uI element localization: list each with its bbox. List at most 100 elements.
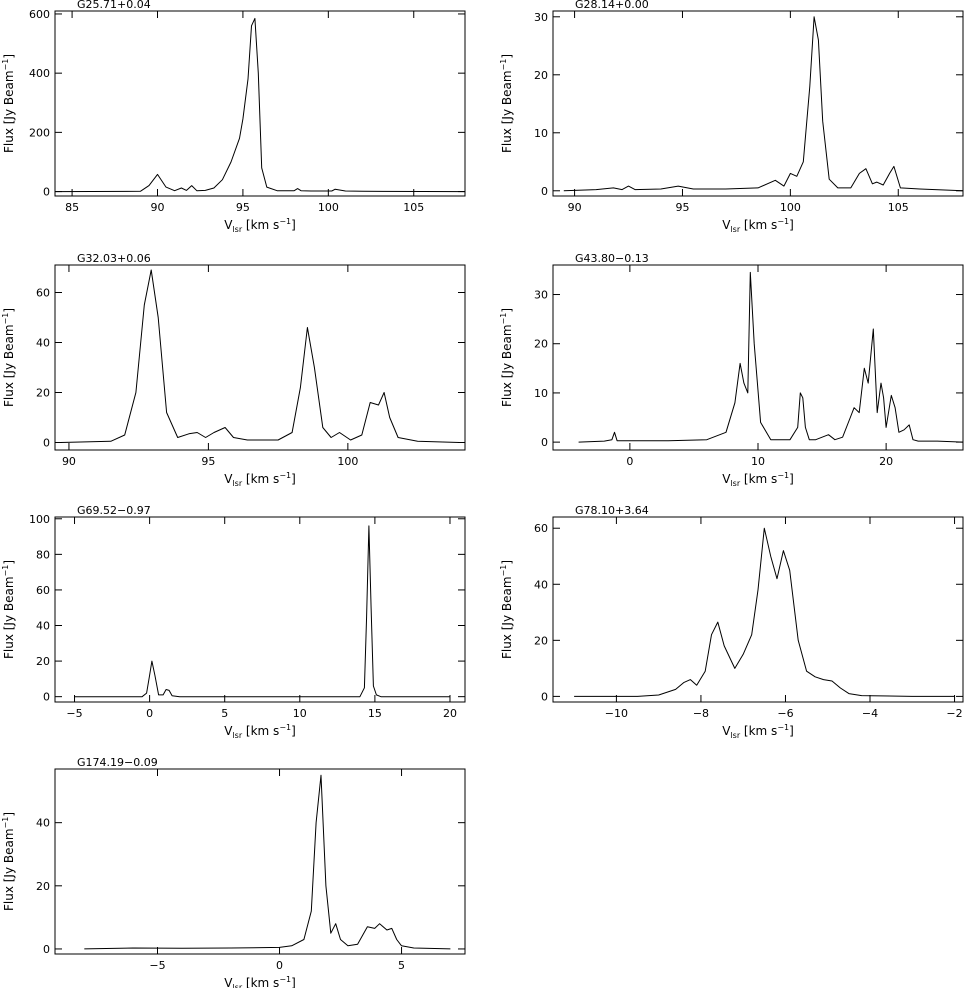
x-tick-label: −10 xyxy=(605,707,628,720)
y-axis-label-part: ] xyxy=(2,812,16,817)
y-tick-label: 20 xyxy=(36,387,50,400)
x-tick-label: 0 xyxy=(276,959,283,972)
y-tick-label: 30 xyxy=(534,289,548,302)
x-tick-label: −6 xyxy=(777,707,793,720)
x-axis-label-part: lsr xyxy=(232,479,242,488)
y-tick-label: 80 xyxy=(36,548,50,561)
x-axis-label-part: [km s xyxy=(740,472,777,486)
x-axis-label: Vlsr [km s−1] xyxy=(224,471,296,488)
y-tick-label: 0 xyxy=(541,690,548,703)
y-axis-label-part: ] xyxy=(500,560,514,565)
y-tick-label: 200 xyxy=(29,126,50,139)
y-tick-label: 60 xyxy=(534,522,548,535)
y-tick-label: 20 xyxy=(36,655,50,668)
y-axis-label-part: ] xyxy=(2,54,16,59)
y-axis-label: Flux [Jy Beam−1] xyxy=(1,54,16,153)
y-tick-label: 10 xyxy=(534,387,548,400)
x-tick-label: 5 xyxy=(398,959,405,972)
panel-title: G25.71+0.04 xyxy=(77,0,151,11)
y-axis-label: Flux [Jy Beam−1] xyxy=(499,54,514,153)
plot-frame xyxy=(54,516,466,703)
x-axis-label-part: −1 xyxy=(279,723,291,732)
plot-frame xyxy=(552,516,964,703)
x-tick-label: 0 xyxy=(626,455,633,468)
spectrum-panel: G69.52−0.97 −5 0 5 10 15 20 0 20 40 60 80 100 Vlsr [k… xyxy=(1,504,466,740)
plot-frame xyxy=(54,10,466,197)
x-tick-label: 5 xyxy=(221,707,228,720)
y-tick-label: 20 xyxy=(36,880,50,893)
spectrum-panel: G25.71+0.04 85 90 95 100 105 0 200 400 600 Vlsr [k… xyxy=(1,0,466,234)
x-axis-label-part: V xyxy=(722,472,731,486)
y-tick-label: 0 xyxy=(541,185,548,198)
x-tick-label: −4 xyxy=(862,707,878,720)
x-axis-label-part: lsr xyxy=(232,225,242,234)
y-tick-label: 20 xyxy=(534,634,548,647)
x-tick-label: 20 xyxy=(879,455,893,468)
y-axis-label-part: ] xyxy=(500,54,514,59)
x-axis-label-part: lsr xyxy=(730,479,740,488)
y-tick-label: 60 xyxy=(36,584,50,597)
y-tick-label: 600 xyxy=(29,8,50,21)
x-axis-label-part: −1 xyxy=(777,217,789,226)
x-axis-label-part: [km s xyxy=(740,724,777,738)
x-axis-label-part: V xyxy=(224,724,233,738)
y-axis-label-part: Flux [Jy Beam xyxy=(500,576,514,659)
x-axis-label-part: ] xyxy=(789,218,794,232)
x-axis-label-part: [km s xyxy=(740,218,777,232)
x-tick-label: −5 xyxy=(149,959,165,972)
y-tick-label: 0 xyxy=(43,437,50,450)
y-tick-label: 60 xyxy=(36,287,50,300)
panel-title: G43.80−0.13 xyxy=(575,252,649,265)
y-tick-label: 40 xyxy=(36,817,50,830)
x-axis-label-part: [km s xyxy=(242,218,279,232)
x-axis-label-part: ] xyxy=(291,472,296,486)
y-axis-label: Flux [Jy Beam−1] xyxy=(499,308,514,407)
x-axis-label-part: V xyxy=(224,472,233,486)
x-axis-label: Vlsr [km s−1] xyxy=(224,217,296,234)
y-axis-label-part: ] xyxy=(2,560,16,565)
y-axis-label-part: Flux [Jy Beam xyxy=(2,324,16,407)
panel-title: G69.52−0.97 xyxy=(77,504,151,517)
y-tick-label: 40 xyxy=(36,337,50,350)
y-axis-label-part: −1 xyxy=(1,817,10,829)
y-tick-label: 100 xyxy=(29,513,50,526)
x-tick-label: 100 xyxy=(337,455,358,468)
y-axis-label-part: Flux [Jy Beam xyxy=(2,70,16,153)
plot-frame xyxy=(54,264,466,451)
y-axis-label-part: Flux [Jy Beam xyxy=(500,324,514,407)
x-tick-label: 10 xyxy=(751,455,765,468)
spectrum-line xyxy=(84,774,451,950)
y-tick-label: 40 xyxy=(36,620,50,633)
plot-frame xyxy=(552,264,964,451)
plot-frame xyxy=(54,768,466,955)
y-axis-label-part: −1 xyxy=(1,59,10,71)
y-axis-label: Flux [Jy Beam−1] xyxy=(1,560,16,659)
y-tick-label: 20 xyxy=(534,338,548,351)
spectrum-line xyxy=(74,525,450,698)
x-axis-label-part: [km s xyxy=(242,724,279,738)
y-tick-label: 20 xyxy=(534,69,548,82)
x-tick-label: −2 xyxy=(946,707,962,720)
x-axis-label-part: V xyxy=(224,218,233,232)
x-tick-label: 20 xyxy=(443,707,457,720)
y-tick-label: 30 xyxy=(534,11,548,24)
y-tick-label: 0 xyxy=(43,691,50,704)
y-axis-label-part: −1 xyxy=(499,59,508,71)
x-axis-label-part: V xyxy=(722,218,731,232)
panel-title: G28.14+0.00 xyxy=(575,0,649,11)
spectrum-line xyxy=(60,269,460,443)
x-tick-label: 100 xyxy=(780,201,801,214)
x-axis-label: Vlsr [km s−1] xyxy=(722,471,794,488)
x-axis-label-part: V xyxy=(224,976,233,988)
x-axis-label-part: ] xyxy=(291,976,296,988)
x-axis-label: Vlsr [km s−1] xyxy=(224,723,296,740)
x-tick-label: 10 xyxy=(293,707,307,720)
x-tick-label: −8 xyxy=(693,707,709,720)
y-tick-label: 0 xyxy=(43,943,50,956)
y-axis-label-part: −1 xyxy=(1,313,10,325)
